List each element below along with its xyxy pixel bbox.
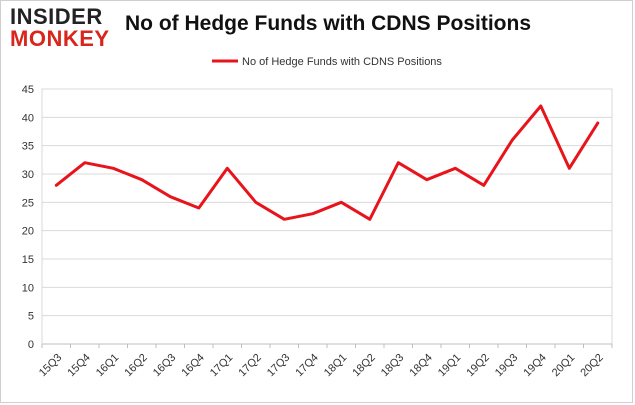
data-point <box>169 195 172 198</box>
data-point <box>311 212 314 215</box>
insider-monkey-logo: INSIDER MONKEY <box>10 6 118 50</box>
data-point <box>368 218 371 221</box>
chart-title: No of Hedge Funds with CDNS Positions <box>125 12 531 35</box>
data-point <box>511 138 514 142</box>
plot-area <box>41 88 613 345</box>
x-tick-label: 15Q4 <box>65 352 93 380</box>
x-tick-label: 15Q3 <box>37 352 65 380</box>
x-tick-label: 16Q2 <box>122 352 150 380</box>
data-point <box>340 201 343 204</box>
y-tick-label: 15 <box>22 254 34 266</box>
x-tick-label: 16Q1 <box>94 352 122 380</box>
data-point <box>254 201 257 204</box>
x-tick-label: 20Q2 <box>578 352 606 380</box>
x-tick-label: 20Q1 <box>550 352 578 380</box>
x-tick-label: 18Q4 <box>407 352 435 380</box>
x-tick-label: 17Q1 <box>208 352 236 380</box>
data-point <box>454 167 457 170</box>
legend-label: No of Hedge Funds with CDNS Positions <box>242 56 442 68</box>
series-line <box>54 104 600 221</box>
x-tick-label: 16Q4 <box>179 352 207 380</box>
x-tick-label: 17Q4 <box>293 352 321 380</box>
data-point <box>596 121 599 125</box>
data-point <box>283 218 286 221</box>
data-point <box>140 178 143 181</box>
x-tick-label: 16Q3 <box>151 352 179 380</box>
x-tick-label: 17Q2 <box>236 352 264 380</box>
y-tick-label: 10 <box>22 282 34 294</box>
data-point <box>568 167 571 170</box>
y-tick-label: 25 <box>22 197 34 209</box>
x-tick-label: 17Q3 <box>265 352 293 380</box>
logo-text-monkey: MONKEY <box>10 26 110 51</box>
data-point <box>226 167 229 170</box>
x-tick-label: 19Q1 <box>436 352 464 380</box>
x-tick-label: 18Q1 <box>322 352 350 380</box>
x-tick-label: 19Q4 <box>521 352 549 380</box>
logo-text-insider: INSIDER <box>10 4 103 29</box>
y-tick-label: 0 <box>28 339 34 351</box>
data-point <box>482 184 485 187</box>
data-point <box>425 178 428 181</box>
y-tick-label: 35 <box>22 141 34 153</box>
y-tick-label: 5 <box>28 311 34 323</box>
y-tick-label: 20 <box>22 226 34 238</box>
data-point <box>197 206 200 210</box>
data-point <box>397 161 400 164</box>
x-tick-label: 18Q3 <box>379 352 407 380</box>
x-tick-label: 19Q3 <box>493 352 521 380</box>
x-tick-label: 19Q2 <box>464 352 492 380</box>
data-point <box>55 184 58 187</box>
data-point <box>539 104 542 108</box>
y-tick-label: 40 <box>22 112 34 124</box>
y-tick-label: 30 <box>22 169 34 181</box>
data-point <box>83 161 86 164</box>
data-point <box>112 167 115 170</box>
y-tick-label: 45 <box>22 84 34 96</box>
x-tick-label: 18Q2 <box>350 352 378 380</box>
